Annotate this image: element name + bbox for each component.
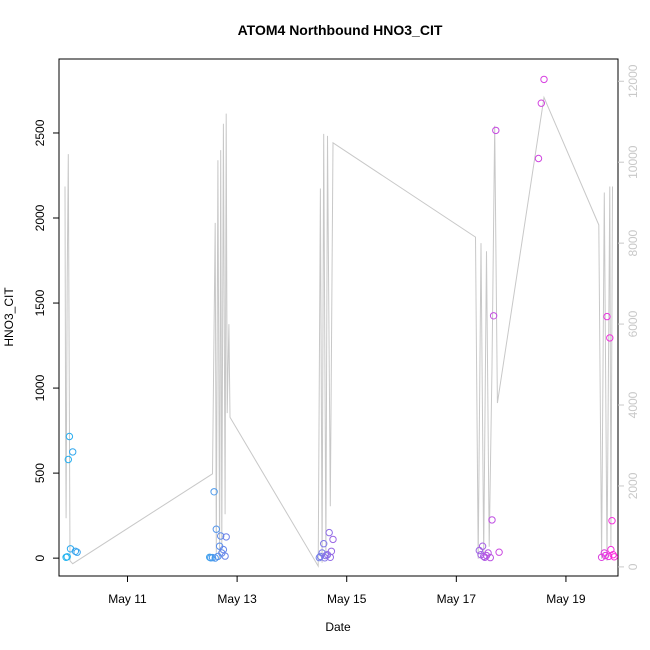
y2-tick-label: 2000 <box>626 472 640 499</box>
data-point <box>478 542 487 550</box>
data-point <box>488 516 496 524</box>
data-point <box>222 533 230 541</box>
data-point <box>489 312 498 320</box>
data-point <box>65 432 74 441</box>
y-tick-label: 1500 <box>33 289 47 316</box>
y2-tick-label: 12000 <box>626 64 640 98</box>
y2-axis: 0 2000 4000 6000 8000 10000 12000 <box>618 64 640 570</box>
data-point <box>603 312 611 321</box>
data-point <box>537 99 545 107</box>
data-point <box>217 532 225 540</box>
data-point <box>69 448 77 456</box>
data-point <box>492 126 500 135</box>
x-tick-label: May 15 <box>327 592 367 606</box>
data-point <box>495 548 503 556</box>
x-tick-label: May 19 <box>546 592 586 606</box>
data-point <box>210 488 218 496</box>
data-point <box>208 553 217 562</box>
secondary-line <box>64 95 613 568</box>
data-point <box>64 455 73 464</box>
y2-tick-label: 6000 <box>626 310 640 337</box>
data-point <box>221 552 229 560</box>
x-tick-label: May 11 <box>108 592 147 606</box>
x-axis: May 11 May 13 May 15 May 17 May 19 <box>108 576 586 606</box>
y2-tick-label: 8000 <box>626 229 640 256</box>
data-point <box>322 551 330 560</box>
plot-frame <box>58 58 619 577</box>
data-point <box>540 75 548 84</box>
data-point <box>329 535 337 544</box>
y-axis-label: HNO3_CIT <box>2 287 16 347</box>
data-point <box>73 548 81 556</box>
data-point <box>63 553 71 561</box>
y-tick-label: 0 <box>33 554 47 561</box>
y-tick-label: 2500 <box>33 119 47 146</box>
x-tick-label: May 13 <box>217 592 257 606</box>
data-point <box>212 525 221 533</box>
data-point <box>327 547 336 555</box>
y2-tick-label: 10000 <box>626 145 640 179</box>
chart-title: ATOM4 Northbound HNO3_CIT <box>238 22 443 38</box>
y2-tick-label: 4000 <box>626 391 640 418</box>
data-point <box>484 549 492 557</box>
data-point <box>486 553 494 562</box>
data-point <box>325 528 333 537</box>
y-tick-label: 1000 <box>33 374 47 401</box>
data-point <box>316 552 325 561</box>
y-tick-label: 500 <box>33 463 47 483</box>
data-point <box>601 551 610 560</box>
data-point <box>219 545 228 554</box>
data-point <box>534 154 543 163</box>
data-point <box>606 334 614 342</box>
data-point <box>608 517 616 525</box>
data-point <box>475 546 483 555</box>
x-axis-label: Date <box>325 620 351 634</box>
data-point <box>320 540 328 548</box>
y2-tick-label: 0 <box>626 563 640 570</box>
y-tick-label: 2000 <box>33 204 47 231</box>
data-point <box>605 552 613 561</box>
data-points <box>62 75 618 562</box>
x-tick-label: May 17 <box>437 592 477 606</box>
data-point <box>610 553 618 561</box>
y-axis: 0 500 1000 1500 2000 2500 <box>33 119 60 561</box>
secondary-series <box>64 95 613 568</box>
